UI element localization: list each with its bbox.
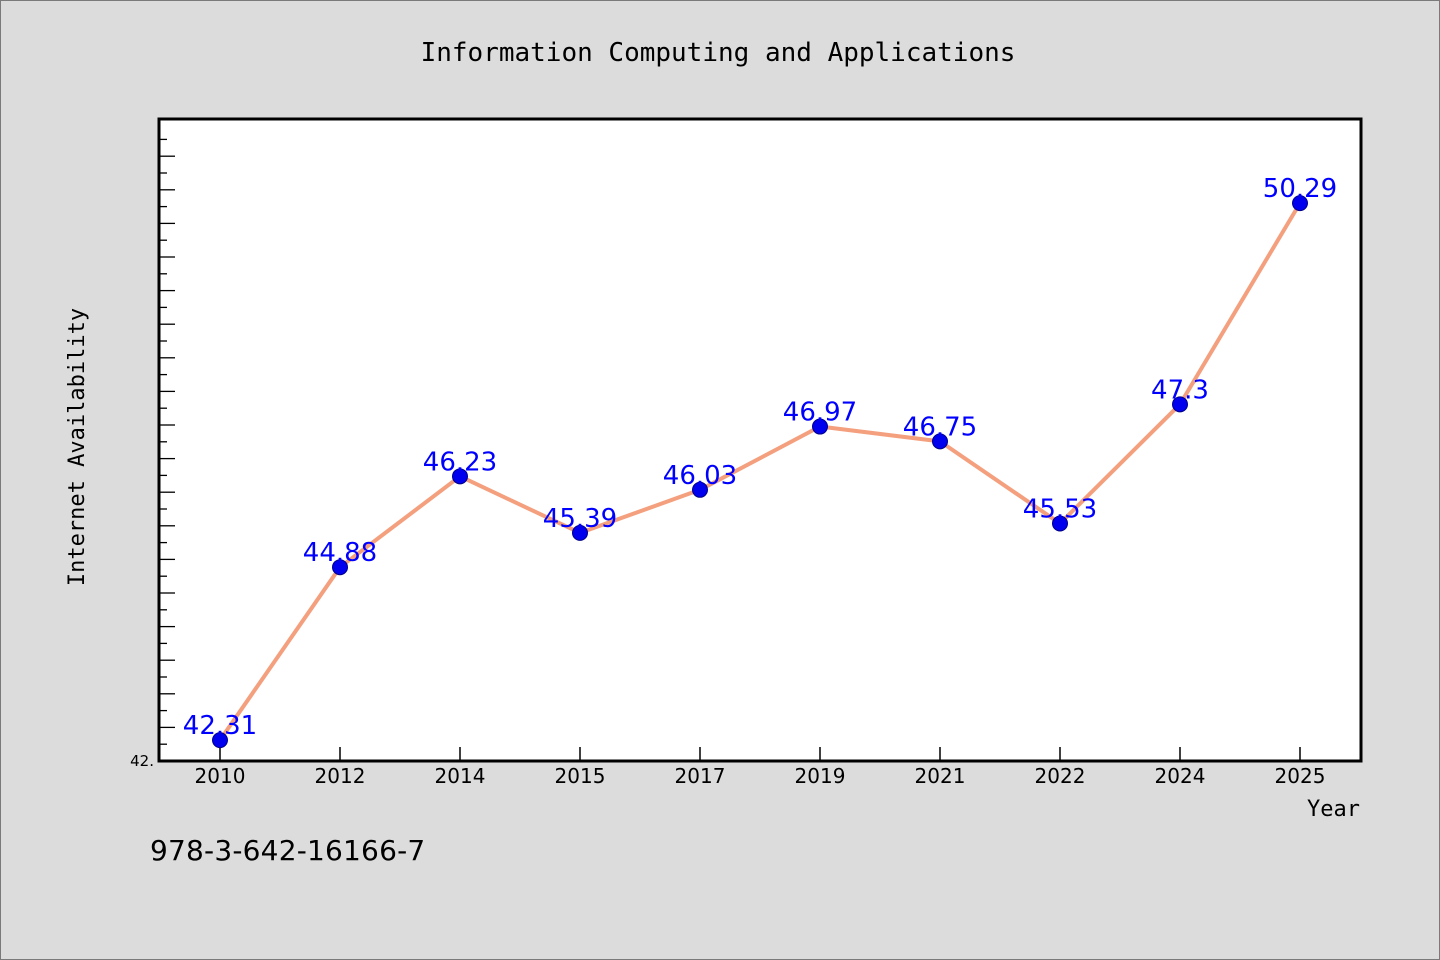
data-label: 45.39 xyxy=(543,504,617,534)
data-point-marker xyxy=(692,481,708,498)
data-point-marker xyxy=(1292,195,1308,212)
x-tick-label: 2012 xyxy=(315,764,366,788)
data-label: 42.31 xyxy=(183,711,257,741)
x-tick-label: 2019 xyxy=(795,764,846,788)
x-tick-label: 2021 xyxy=(915,764,966,788)
data-point-marker xyxy=(332,559,348,576)
x-tick-label: 2010 xyxy=(195,764,246,788)
data-label: 46.97 xyxy=(783,398,857,428)
data-label: 50.29 xyxy=(1263,174,1337,204)
data-label: 46.75 xyxy=(903,412,977,442)
isbn-caption: 978-3-642-16166-7 xyxy=(150,834,426,867)
data-markers xyxy=(212,195,1308,749)
data-point-marker xyxy=(452,468,468,485)
series-line xyxy=(218,201,1302,743)
data-point-marker xyxy=(1172,396,1188,413)
plot-area xyxy=(157,117,1363,763)
data-point-marker xyxy=(932,433,948,450)
x-axis-label: Year xyxy=(1307,797,1360,822)
data-point-marker xyxy=(572,524,588,541)
x-tick-label: 2014 xyxy=(435,764,486,788)
x-tick-label: 2015 xyxy=(555,764,606,788)
data-labels: 42.31 44.88 46.23 45.39 46.03 46.97 46.75 45.53… xyxy=(183,174,1337,741)
y-tick-label: 42. xyxy=(130,752,154,770)
data-point-marker xyxy=(812,418,828,435)
x-tick-label: 2017 xyxy=(675,764,726,788)
x-tick-label: 2024 xyxy=(1155,764,1206,788)
data-label: 44.88 xyxy=(303,538,377,568)
y-axis-ticks xyxy=(159,138,175,762)
data-label: 47.3 xyxy=(1151,375,1209,405)
data-point-marker xyxy=(1052,515,1068,532)
y-axis-label: Internet Availability xyxy=(65,308,90,586)
data-label: 46.23 xyxy=(423,447,497,477)
chart-title: Information Computing and Applications xyxy=(421,38,1016,68)
data-point-marker xyxy=(212,732,228,749)
x-tick-label: 2025 xyxy=(1275,764,1326,788)
data-label: 46.03 xyxy=(663,461,737,491)
data-label: 45.53 xyxy=(1023,494,1097,524)
x-axis-ticks: 2010 2012 2014 2015 2017 2019 2021 2022 2024 2025 xyxy=(195,747,1326,788)
series-polyline xyxy=(218,201,1302,743)
x-tick-label: 2022 xyxy=(1035,764,1086,788)
